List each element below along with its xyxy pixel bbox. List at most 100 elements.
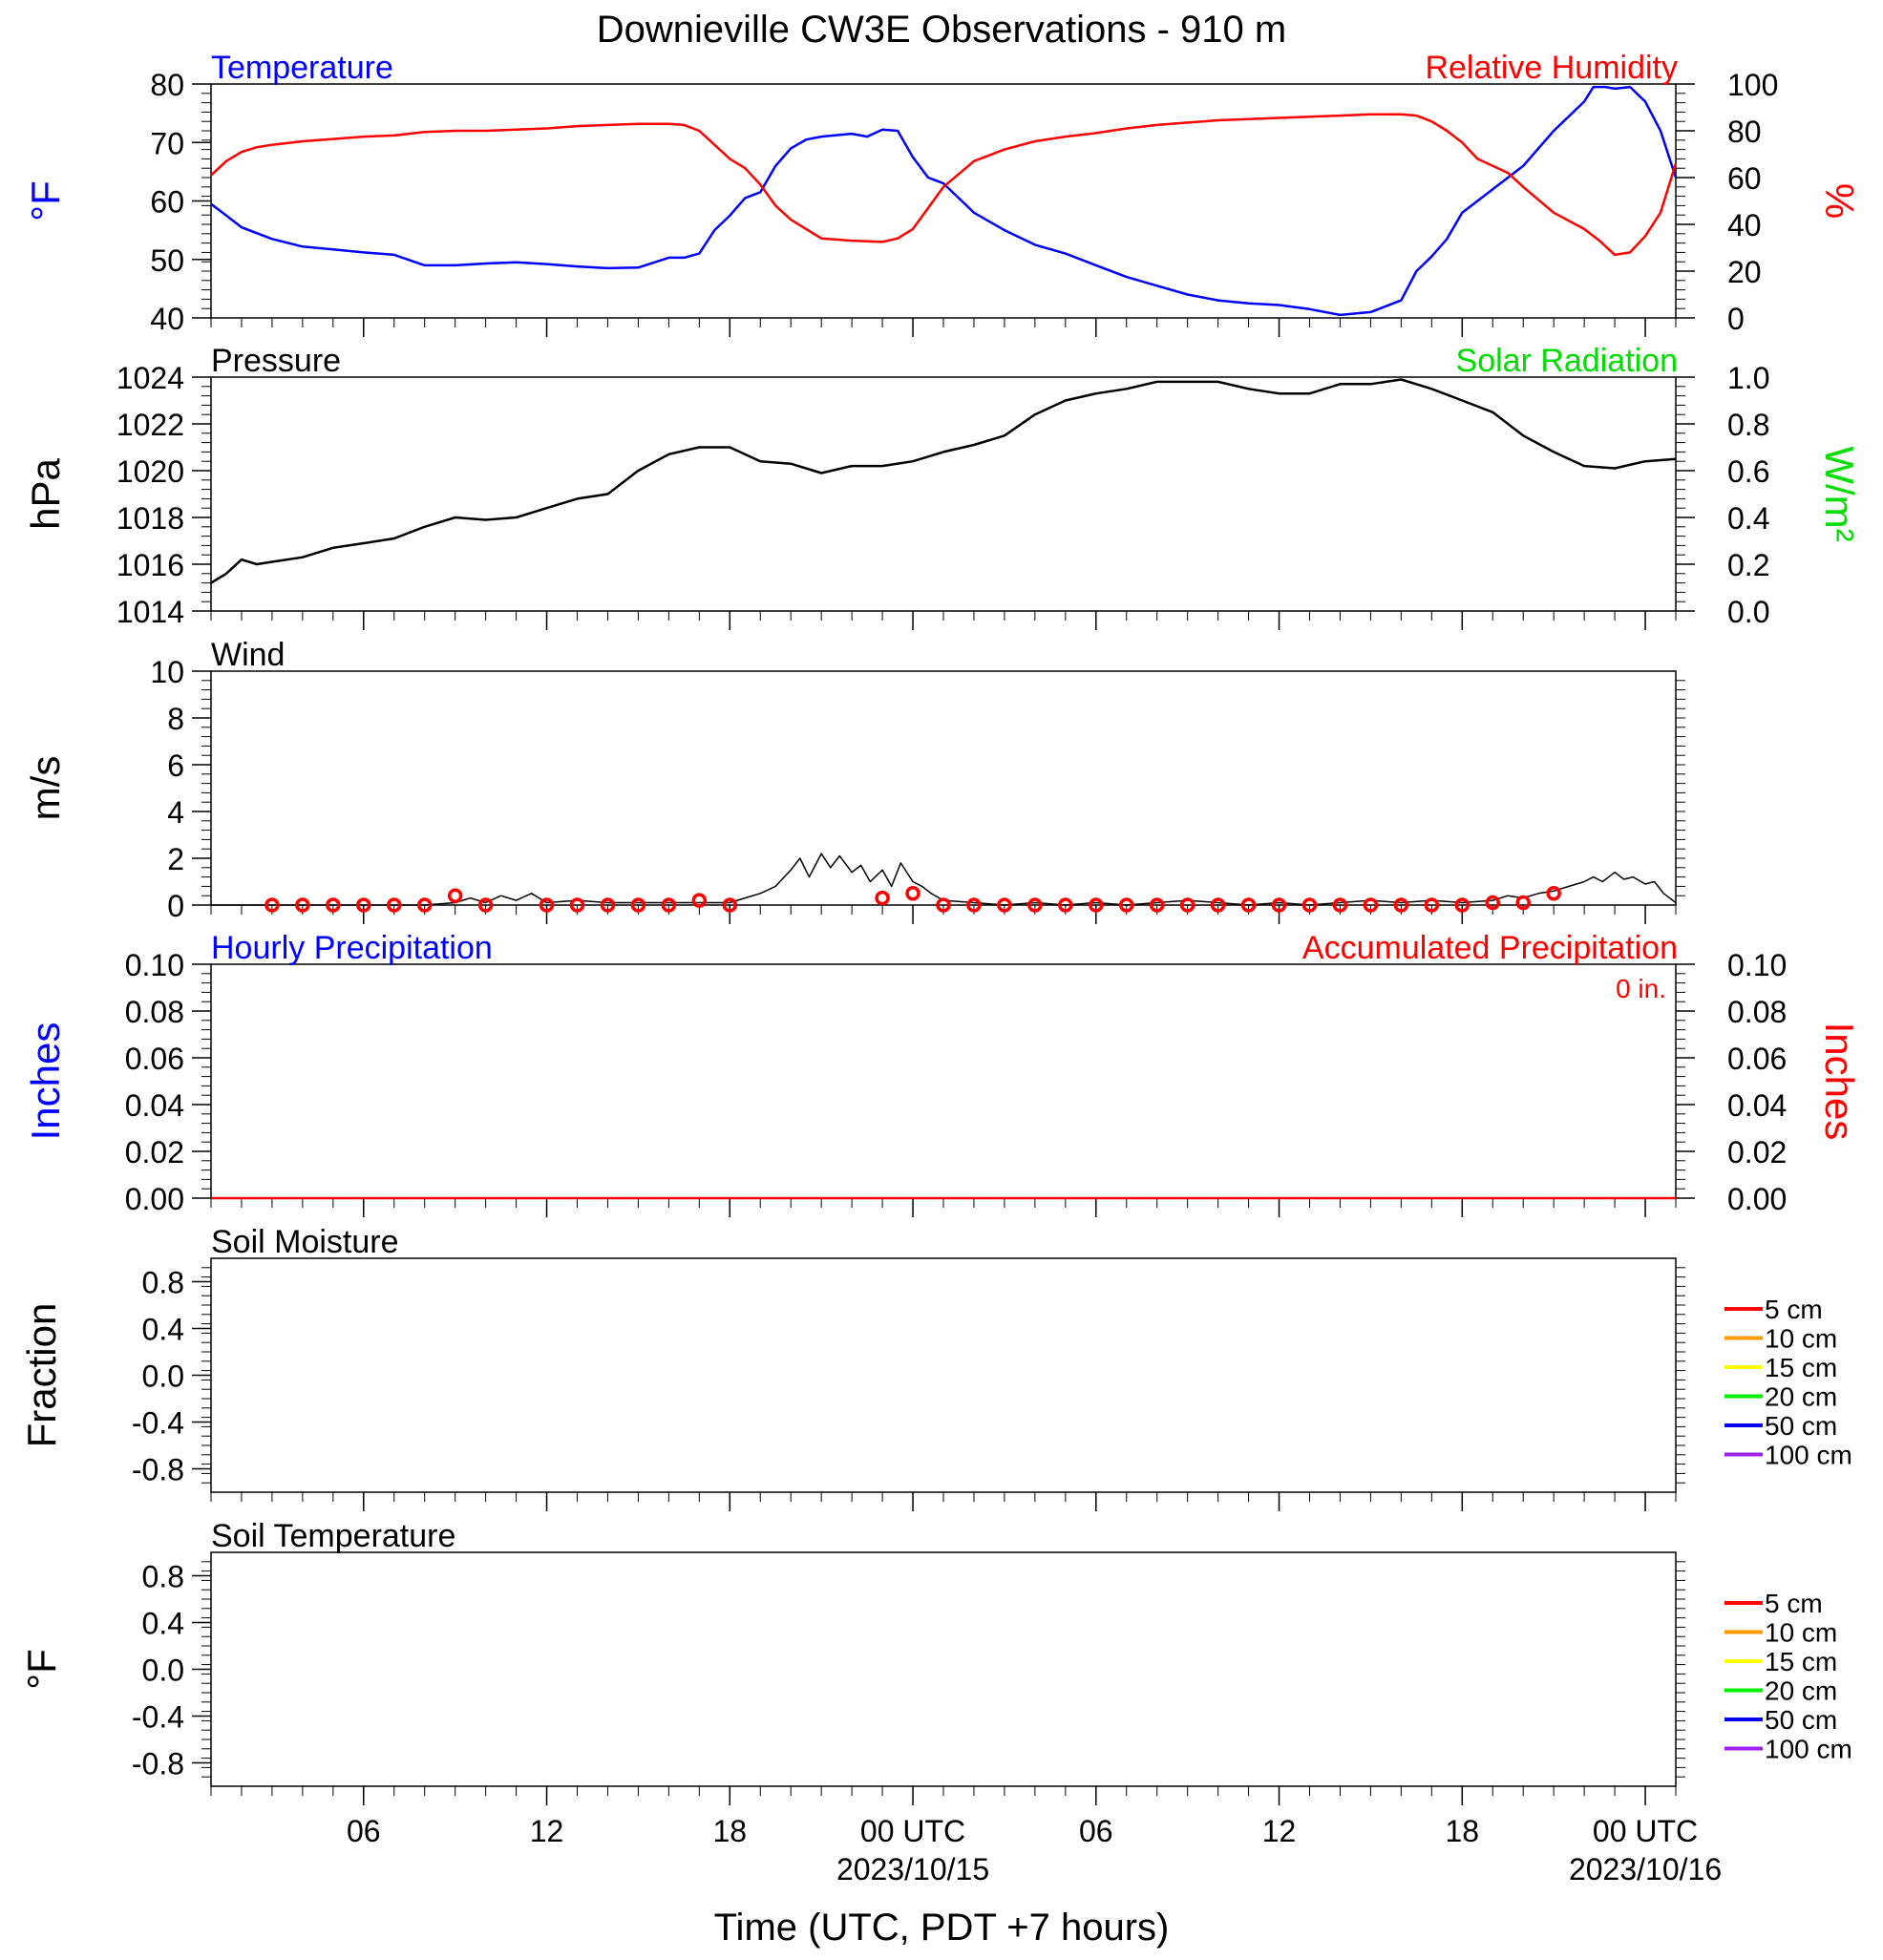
panel-annotation: 0 in. bbox=[1616, 974, 1666, 1003]
y-tick-label-left: -0.8 bbox=[132, 1747, 184, 1781]
y-tick-label-left: 2 bbox=[167, 842, 184, 876]
wind-marker bbox=[1393, 897, 1409, 913]
y-tick-label-left: 0.10 bbox=[125, 948, 184, 982]
wind-marker bbox=[1271, 897, 1287, 913]
y-tick-label-left: 0.8 bbox=[142, 1560, 184, 1594]
panel-title-left: Soil Moisture bbox=[211, 1224, 399, 1260]
wind-marker bbox=[630, 897, 646, 913]
y-tick-label-left: 0.04 bbox=[125, 1088, 184, 1123]
wind-marker bbox=[387, 897, 402, 913]
wind-marker bbox=[1515, 895, 1531, 911]
y-tick-label-left: 1014 bbox=[116, 595, 184, 629]
y-tick-label-left: 0.4 bbox=[142, 1313, 184, 1347]
legend-label: 15 cm bbox=[1765, 1353, 1837, 1382]
wind-marker bbox=[1546, 886, 1561, 901]
y-axis-label-left: Inches bbox=[23, 1022, 68, 1141]
wind-marker bbox=[1149, 897, 1165, 913]
y-tick-label-right: 0.08 bbox=[1727, 995, 1787, 1029]
x-tick-label: 18 bbox=[1445, 1814, 1479, 1848]
x-axis-label: Time (UTC, PDT +7 hours) bbox=[714, 1907, 1170, 1949]
x-tick-label: 12 bbox=[1262, 1814, 1297, 1848]
panel-frame bbox=[210, 670, 1677, 906]
y-tick-label-left: 0.08 bbox=[125, 995, 184, 1029]
x-tick-label: 18 bbox=[712, 1814, 747, 1848]
panel-3: 0.10 0.08 0.06 0.04 0.02 0.00 0.10 0.08 0.06 0.04… bbox=[23, 930, 1862, 1217]
y-tick-label-right: 0.04 bbox=[1727, 1088, 1787, 1123]
y-axis-label-left: m/s bbox=[23, 756, 68, 821]
y-tick-label-left: 8 bbox=[167, 702, 184, 736]
panel-1: 1024 1022 1020 1018 1016 1014 1.0 0.8 0.6 0.4 0.2 0… bbox=[23, 343, 1862, 630]
legend-label: 20 cm bbox=[1765, 1676, 1837, 1706]
panel-title-right: Accumulated Precipitation bbox=[1302, 930, 1678, 966]
wind-marker bbox=[1332, 897, 1348, 913]
y-tick-label-right: 60 bbox=[1727, 161, 1762, 196]
wind-marker bbox=[1240, 897, 1257, 913]
wind-marker bbox=[905, 886, 920, 901]
y-tick-label-right: 0.10 bbox=[1727, 948, 1787, 982]
panel-title-left: Pressure bbox=[211, 343, 341, 379]
y-axis-label-left: °F bbox=[23, 180, 68, 221]
legend-label: 10 cm bbox=[1765, 1618, 1837, 1648]
wind-marker bbox=[1424, 897, 1440, 913]
y-tick-label-left: -0.4 bbox=[132, 1406, 184, 1441]
legend-label: 20 cm bbox=[1765, 1382, 1837, 1412]
wind-marker bbox=[326, 897, 341, 913]
legend-label: 100 cm bbox=[1765, 1735, 1852, 1764]
y-tick-label-left: 10 bbox=[150, 655, 184, 689]
y-tick-label-right: 80 bbox=[1727, 115, 1762, 149]
wind-marker bbox=[1210, 897, 1226, 913]
panel-2: 10 8 6 4 2 0 Wind m/s bbox=[23, 637, 1685, 924]
y-tick-label-right: 0.0 bbox=[1727, 595, 1769, 629]
wind-marker bbox=[661, 897, 677, 913]
y-tick-label-right: 0.6 bbox=[1727, 454, 1769, 489]
legend-label: 50 cm bbox=[1765, 1705, 1837, 1735]
y-tick-label-left: -0.4 bbox=[132, 1700, 184, 1735]
y-axis-label-left: °F bbox=[19, 1649, 64, 1689]
wind-marker bbox=[447, 888, 463, 903]
y-tick-label-left: 1020 bbox=[116, 454, 184, 489]
wind-marker bbox=[1119, 897, 1134, 913]
y-tick-label-left: 60 bbox=[150, 185, 184, 220]
chart-title: Downieville CW3E Observations - 910 m bbox=[597, 9, 1286, 51]
series-line-0 bbox=[210, 85, 1678, 317]
y-tick-label-left: 40 bbox=[150, 302, 184, 336]
legend-label: 100 cm bbox=[1765, 1441, 1852, 1470]
y-tick-label-left: 70 bbox=[150, 126, 184, 160]
series-line-0 bbox=[210, 378, 1677, 584]
y-tick-label-left: 1018 bbox=[116, 501, 184, 536]
wind-marker bbox=[1485, 895, 1500, 911]
y-tick-label-left: -0.8 bbox=[132, 1453, 184, 1487]
y-tick-label-left: 0.0 bbox=[142, 1654, 184, 1688]
wind-marker bbox=[722, 897, 738, 913]
y-axis-label-left: Fraction bbox=[19, 1303, 64, 1448]
y-tick-label-right: 20 bbox=[1727, 255, 1762, 289]
y-axis-label-right: Inches bbox=[1817, 1022, 1862, 1141]
y-tick-label-right: 0 bbox=[1727, 302, 1745, 336]
panel-frame bbox=[210, 1257, 1677, 1493]
wind-marker bbox=[1027, 897, 1043, 913]
x-tick-date: 2023/10/15 bbox=[836, 1852, 989, 1886]
x-tick-label: 12 bbox=[530, 1814, 564, 1848]
wind-marker bbox=[600, 897, 616, 913]
wind-marker bbox=[356, 897, 371, 913]
panel-title-left: Wind bbox=[211, 637, 285, 673]
y-tick-label-right: 0.02 bbox=[1727, 1135, 1787, 1170]
y-tick-label-left: 1016 bbox=[116, 548, 184, 582]
wind-marker bbox=[416, 897, 433, 913]
panel-title-right: Solar Radiation bbox=[1456, 343, 1678, 379]
wind-marker bbox=[1454, 897, 1470, 913]
wind-marker bbox=[1363, 897, 1379, 913]
y-axis-label-left: hPa bbox=[23, 457, 68, 529]
y-tick-label-left: 0.02 bbox=[125, 1135, 184, 1170]
x-tick-label: 00 UTC bbox=[860, 1814, 965, 1848]
y-tick-label-left: 0.0 bbox=[142, 1359, 184, 1394]
wind-marker bbox=[295, 897, 310, 913]
wind-marker bbox=[936, 897, 951, 913]
x-tick-label: 06 bbox=[1079, 1814, 1113, 1848]
y-tick-label-left: 4 bbox=[167, 795, 184, 830]
x-axis: 06 12 18 00 UTC 2023/10/15 06 12 18 00 UTC 2023/1… bbox=[347, 1814, 1722, 1886]
y-tick-label-right: 0.8 bbox=[1727, 408, 1769, 442]
